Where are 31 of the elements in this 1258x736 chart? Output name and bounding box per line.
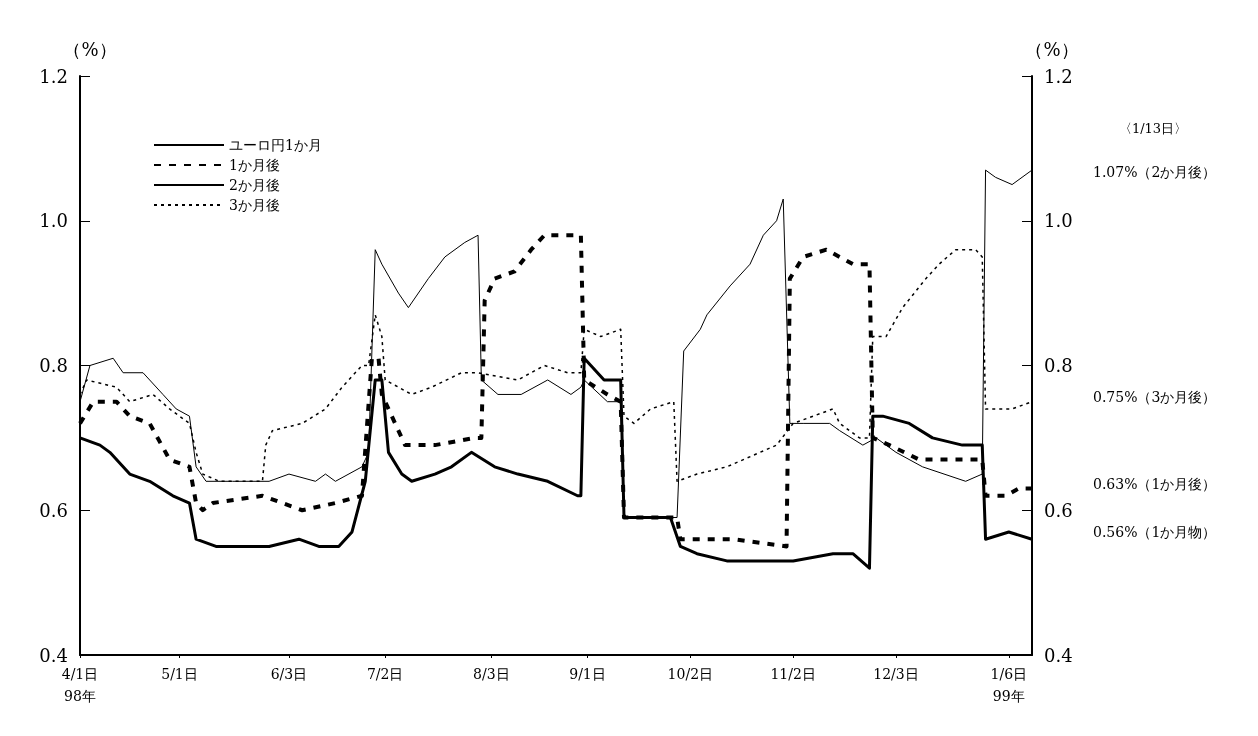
y2-tick-label: 0.6 bbox=[1044, 499, 1073, 521]
legend-label: 3か月後 bbox=[229, 197, 280, 213]
x-tick-label: 5/1日 bbox=[161, 666, 198, 682]
x-tick-label: 12/3日 bbox=[873, 666, 919, 682]
text: 0.75%（3か月後） bbox=[1093, 389, 1217, 405]
text: 0.56%（1か月物） bbox=[1093, 524, 1217, 540]
y-tick-label: 0.4 bbox=[39, 644, 68, 666]
text: 1.07%（2か月後） bbox=[1093, 164, 1217, 180]
legend-label: 1か月後 bbox=[229, 157, 280, 173]
y2-tick-label: 1.0 bbox=[1044, 210, 1073, 232]
x-tick-label: 11/2日 bbox=[770, 666, 816, 682]
y-tick-label: 0.8 bbox=[39, 355, 68, 376]
legend-label: 2か月後 bbox=[229, 177, 280, 193]
text: 〈1/13日〉 bbox=[1118, 120, 1188, 136]
y-tick-label: 1.2 bbox=[39, 65, 68, 87]
y2-tick-label: 0.4 bbox=[1044, 644, 1073, 666]
y-tick-label: 1.0 bbox=[39, 210, 68, 232]
y-axis-title: （%） bbox=[63, 38, 117, 60]
x-tick-label: 8/3日 bbox=[473, 666, 510, 682]
x-tick-label: 9/1日 bbox=[569, 666, 606, 682]
y2-tick-label: 1.2 bbox=[1044, 65, 1073, 87]
y-tick-label: 0.6 bbox=[39, 499, 68, 521]
text: 0.63%（1か月後） bbox=[1093, 476, 1217, 492]
legend-label: ユーロ円1か月 bbox=[229, 137, 322, 153]
y2-axis-title: （%） bbox=[1025, 38, 1079, 60]
x-tick-label: 10/2日 bbox=[667, 666, 714, 682]
x-tick-label: 7/2日 bbox=[366, 666, 404, 682]
y2-tick-label: 0.8 bbox=[1044, 355, 1073, 376]
x-tick-label: 4/1日 98年 bbox=[61, 666, 99, 704]
x-tick-label: 1/6日 99年 bbox=[990, 666, 1028, 704]
x-tick-label: 6/3日 bbox=[270, 666, 308, 682]
